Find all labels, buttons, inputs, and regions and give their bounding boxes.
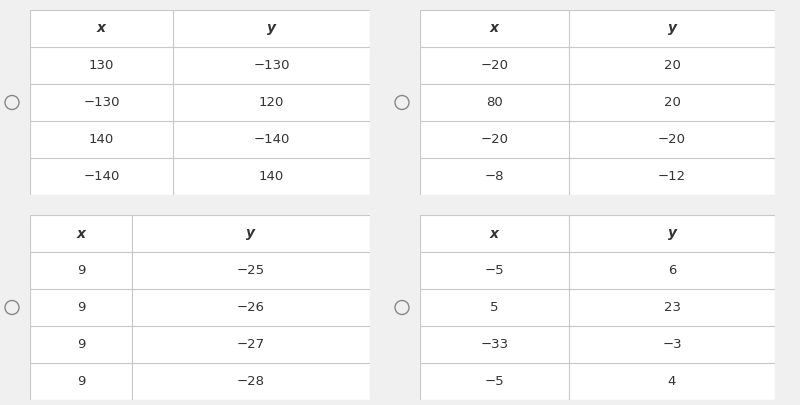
Text: 20: 20 (664, 59, 681, 72)
Text: y: y (667, 226, 677, 241)
Text: 140: 140 (258, 170, 284, 183)
Text: 9: 9 (77, 375, 85, 388)
Text: −130: −130 (253, 59, 290, 72)
Text: y: y (246, 226, 255, 241)
Text: 4: 4 (668, 375, 676, 388)
Text: −33: −33 (481, 338, 509, 351)
Text: −20: −20 (481, 133, 509, 146)
Text: −26: −26 (237, 301, 265, 314)
Text: −140: −140 (83, 170, 119, 183)
Text: −28: −28 (237, 375, 265, 388)
Text: −140: −140 (254, 133, 290, 146)
Text: −25: −25 (237, 264, 265, 277)
Text: 140: 140 (89, 133, 114, 146)
Text: y: y (667, 21, 677, 36)
Text: x: x (97, 21, 106, 36)
Text: 20: 20 (664, 96, 681, 109)
Text: −3: −3 (662, 338, 682, 351)
Text: −5: −5 (485, 264, 504, 277)
Text: 6: 6 (668, 264, 676, 277)
Text: −12: −12 (658, 170, 686, 183)
Text: 23: 23 (663, 301, 681, 314)
Text: y: y (267, 21, 276, 36)
Text: 120: 120 (258, 96, 284, 109)
Text: −5: −5 (485, 375, 504, 388)
Text: −130: −130 (83, 96, 120, 109)
Text: −20: −20 (658, 133, 686, 146)
Text: 80: 80 (486, 96, 503, 109)
Text: −27: −27 (237, 338, 265, 351)
Text: 9: 9 (77, 264, 85, 277)
Text: 130: 130 (89, 59, 114, 72)
Text: −20: −20 (481, 59, 509, 72)
Text: x: x (490, 226, 499, 241)
Text: −8: −8 (485, 170, 504, 183)
Text: 5: 5 (490, 301, 499, 314)
Text: x: x (77, 226, 86, 241)
Text: 9: 9 (77, 338, 85, 351)
Text: x: x (490, 21, 499, 36)
Text: 9: 9 (77, 301, 85, 314)
